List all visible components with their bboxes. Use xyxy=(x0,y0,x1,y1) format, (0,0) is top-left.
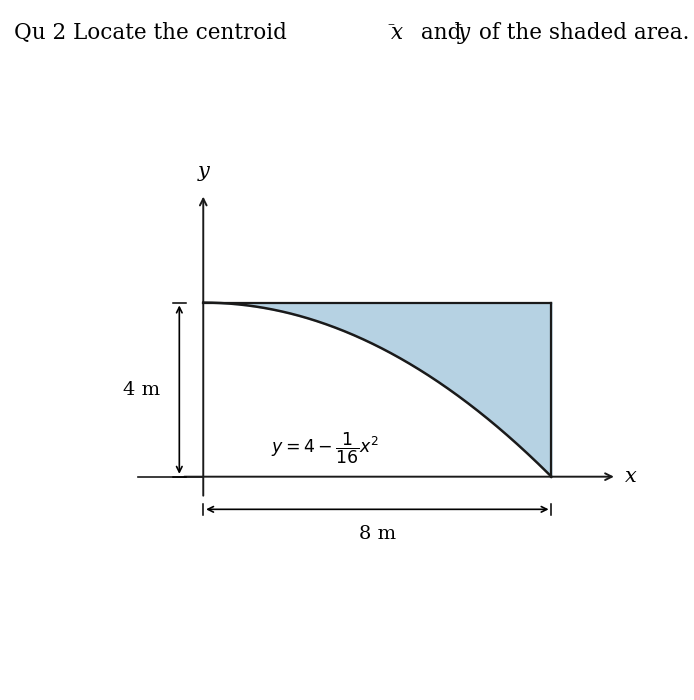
Text: x: x xyxy=(625,467,637,486)
Text: –: – xyxy=(387,18,394,32)
Text: –: – xyxy=(455,18,462,32)
Text: y: y xyxy=(197,162,209,181)
Text: Qu 2 Locate the centroid: Qu 2 Locate the centroid xyxy=(14,22,294,44)
Text: $y = 4 - \dfrac{1}{16}x^2$: $y = 4 - \dfrac{1}{16}x^2$ xyxy=(271,430,379,466)
Text: x: x xyxy=(391,22,403,44)
Text: 4 m: 4 m xyxy=(123,381,160,398)
Text: 8 m: 8 m xyxy=(359,524,396,542)
Text: and: and xyxy=(414,22,468,44)
Text: of the shaded area.: of the shaded area. xyxy=(472,22,689,44)
Text: y: y xyxy=(458,22,470,44)
